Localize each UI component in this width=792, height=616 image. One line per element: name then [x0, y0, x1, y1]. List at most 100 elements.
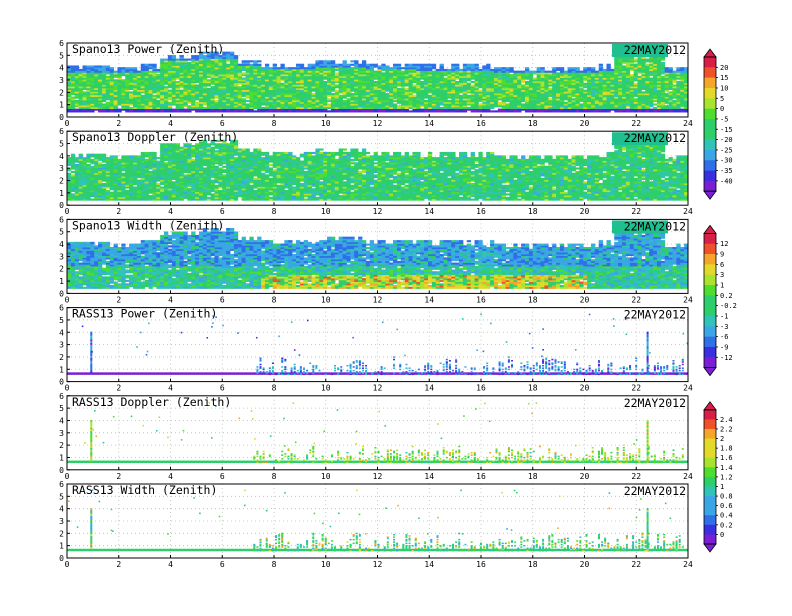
heatmap-cell	[490, 110, 494, 112]
heatmap-cell	[645, 64, 649, 66]
heatmap-cell	[583, 90, 587, 92]
heatmap-cell	[75, 100, 79, 102]
heatmap-cell	[246, 60, 250, 62]
heatmap-cell	[339, 64, 343, 66]
heatmap-cell	[420, 81, 424, 83]
heatmap-cell	[661, 76, 665, 78]
heatmap-cell	[548, 98, 552, 100]
heatmap-cell	[98, 154, 102, 156]
heatmap-cell	[494, 110, 498, 112]
heatmap-cell	[653, 107, 657, 109]
heatmap-cell	[331, 60, 335, 62]
heatmap-cell	[506, 67, 510, 69]
heatmap-cell	[180, 90, 184, 92]
heatmap-cell	[498, 102, 502, 104]
heatmap-cell	[273, 64, 277, 66]
heatmap-cell	[156, 69, 160, 71]
heatmap-cell	[90, 166, 94, 168]
heatmap-cell	[346, 98, 350, 100]
heatmap-cell	[412, 95, 416, 97]
heatmap-cell	[599, 64, 603, 66]
heatmap-cell	[83, 91, 87, 93]
x-tick-label: 14	[424, 119, 434, 128]
heatmap-cell	[447, 69, 451, 71]
heatmap-cell	[261, 67, 265, 69]
heatmap-cell	[424, 64, 428, 66]
heatmap-cell	[90, 65, 94, 67]
heatmap-cell	[393, 64, 397, 66]
heatmap-cell	[385, 93, 389, 95]
heatmap-cell	[211, 86, 215, 88]
heatmap-cell	[665, 105, 669, 107]
heatmap-cell	[525, 81, 529, 83]
heatmap-cell	[374, 64, 378, 66]
heatmap-cell	[560, 67, 564, 69]
heatmap-cell	[509, 74, 513, 76]
heatmap-cell	[665, 93, 669, 95]
heatmap-cell	[366, 64, 370, 66]
heatmap-cell	[521, 71, 525, 73]
heatmap-cell	[405, 64, 409, 66]
heatmap-cell	[521, 103, 525, 105]
heatmap-cell	[676, 67, 680, 69]
heatmap-cell	[634, 83, 638, 85]
heatmap-cell	[195, 84, 199, 86]
heatmap-cell	[304, 67, 308, 69]
heatmap-cell	[548, 71, 552, 73]
heatmap-cell	[397, 105, 401, 107]
heatmap-cell	[335, 64, 339, 66]
heatmap-cell	[164, 59, 168, 61]
heatmap-cell	[90, 159, 94, 161]
heatmap-cell	[183, 109, 187, 111]
heatmap-cell	[490, 69, 494, 71]
heatmap-cell	[141, 95, 145, 97]
heatmap-cell	[102, 164, 106, 166]
heatmap-cell	[486, 64, 490, 66]
heatmap-cell	[265, 64, 269, 66]
heatmap-cell	[401, 71, 405, 73]
heatmap-cell	[327, 110, 331, 112]
x-tick-label: 6	[220, 119, 225, 128]
heatmap-cell	[117, 109, 121, 111]
heatmap-cell	[669, 91, 673, 93]
heatmap-cell	[323, 81, 327, 83]
heatmap-cell	[467, 64, 471, 66]
heatmap-cell	[176, 81, 180, 83]
heatmap-cell	[242, 98, 246, 100]
heatmap-cell	[634, 98, 638, 100]
heatmap-cell	[381, 72, 385, 74]
heatmap-cell	[238, 86, 242, 88]
heatmap-cell	[471, 81, 475, 83]
heatmap-cell	[471, 84, 475, 86]
heatmap-cell	[187, 105, 191, 107]
heatmap-cell	[133, 67, 137, 69]
heatmap-cell	[335, 84, 339, 86]
heatmap-cell	[350, 64, 354, 66]
heatmap-cell	[350, 60, 354, 62]
heatmap-cell	[242, 78, 246, 80]
heatmap-cell	[389, 67, 393, 69]
heatmap-cell	[494, 67, 498, 69]
x-tick-label: 18	[528, 119, 538, 128]
heatmap-cell	[137, 155, 141, 157]
heatmap-cell	[467, 83, 471, 85]
heatmap-cell	[234, 55, 238, 57]
heatmap-cell	[447, 100, 451, 102]
heatmap-cell	[280, 83, 284, 85]
heatmap-cell	[412, 84, 416, 86]
heatmap-cell	[75, 65, 79, 67]
heatmap-cell	[350, 67, 354, 69]
heatmap-cell	[176, 59, 180, 61]
y-tick-label: 2	[59, 88, 64, 97]
heatmap-cell	[482, 65, 486, 67]
heatmap-cell	[102, 103, 106, 105]
heatmap-cell	[152, 64, 156, 66]
heatmap-cell	[397, 64, 401, 66]
heatmap-cell	[649, 78, 653, 80]
heatmap-cell	[385, 65, 389, 67]
heatmap-cell	[312, 64, 316, 66]
heatmap-cell	[374, 71, 378, 73]
heatmap-cell	[195, 102, 199, 104]
heatmap-cell	[253, 110, 257, 112]
